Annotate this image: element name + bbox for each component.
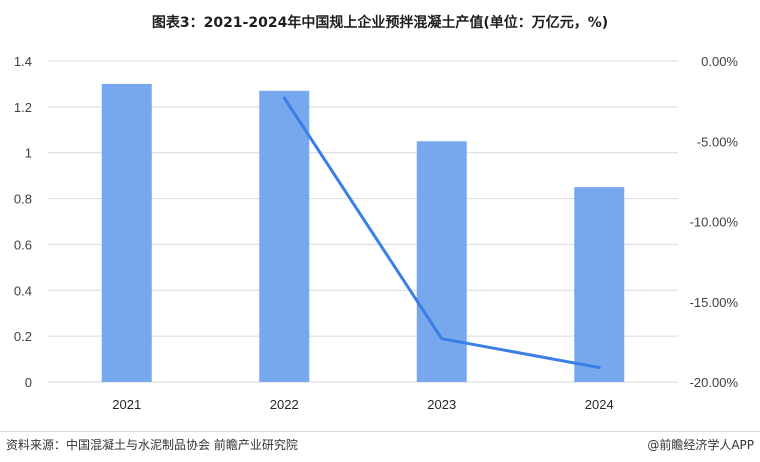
growth-line — [282, 96, 601, 370]
left-tick-label: 0 — [25, 375, 32, 390]
left-tick-label: 1.2 — [14, 100, 32, 115]
left-tick-label: 1.4 — [14, 54, 32, 69]
source-note: 资料来源：中国混凝土与水泥制品协会 前瞻产业研究院 — [6, 438, 298, 452]
left-tick-label: 0.6 — [14, 237, 32, 252]
line-series — [282, 96, 601, 370]
left-axis: 0 0.2 0.4 0.6 0.8 1 1.2 1.4 — [14, 54, 32, 390]
bar — [101, 83, 152, 382]
x-tick-label: 2023 — [427, 397, 456, 412]
right-axis: -20.00% -15.00% -10.00% -5.00% 0.00% — [690, 54, 739, 390]
right-tick-label: -20.00% — [690, 375, 739, 390]
x-tick-label: 2021 — [112, 397, 141, 412]
bar — [259, 90, 310, 383]
right-tick-label: -10.00% — [690, 215, 739, 230]
bar — [574, 187, 625, 382]
chart-area: 0 0.2 0.4 0.6 0.8 1 1.2 1.4 -20.00% -15.00% -10.0… — [14, 54, 739, 412]
left-tick-label: 1 — [25, 146, 32, 161]
bar-series — [101, 83, 625, 383]
right-tick-label: -15.00% — [690, 295, 739, 310]
left-tick-label: 0.4 — [14, 283, 32, 298]
x-axis: 2021 2022 2023 2024 — [112, 397, 613, 412]
left-tick-label: 0.8 — [14, 192, 32, 207]
x-tick-label: 2024 — [585, 397, 614, 412]
x-tick-label: 2022 — [270, 397, 299, 412]
bar — [416, 141, 467, 382]
left-tick-label: 0.2 — [14, 329, 32, 344]
footer-divider — [0, 431, 760, 432]
chart-title: 图表3：2021-2024年中国规上企业预拌混凝土产值(单位：万亿元，%) — [151, 15, 609, 31]
gridlines — [48, 60, 678, 383]
credit-note: @前瞻经济学人APP — [647, 438, 754, 452]
right-tick-label: -5.00% — [697, 134, 739, 149]
right-tick-label: 0.00% — [701, 54, 738, 69]
